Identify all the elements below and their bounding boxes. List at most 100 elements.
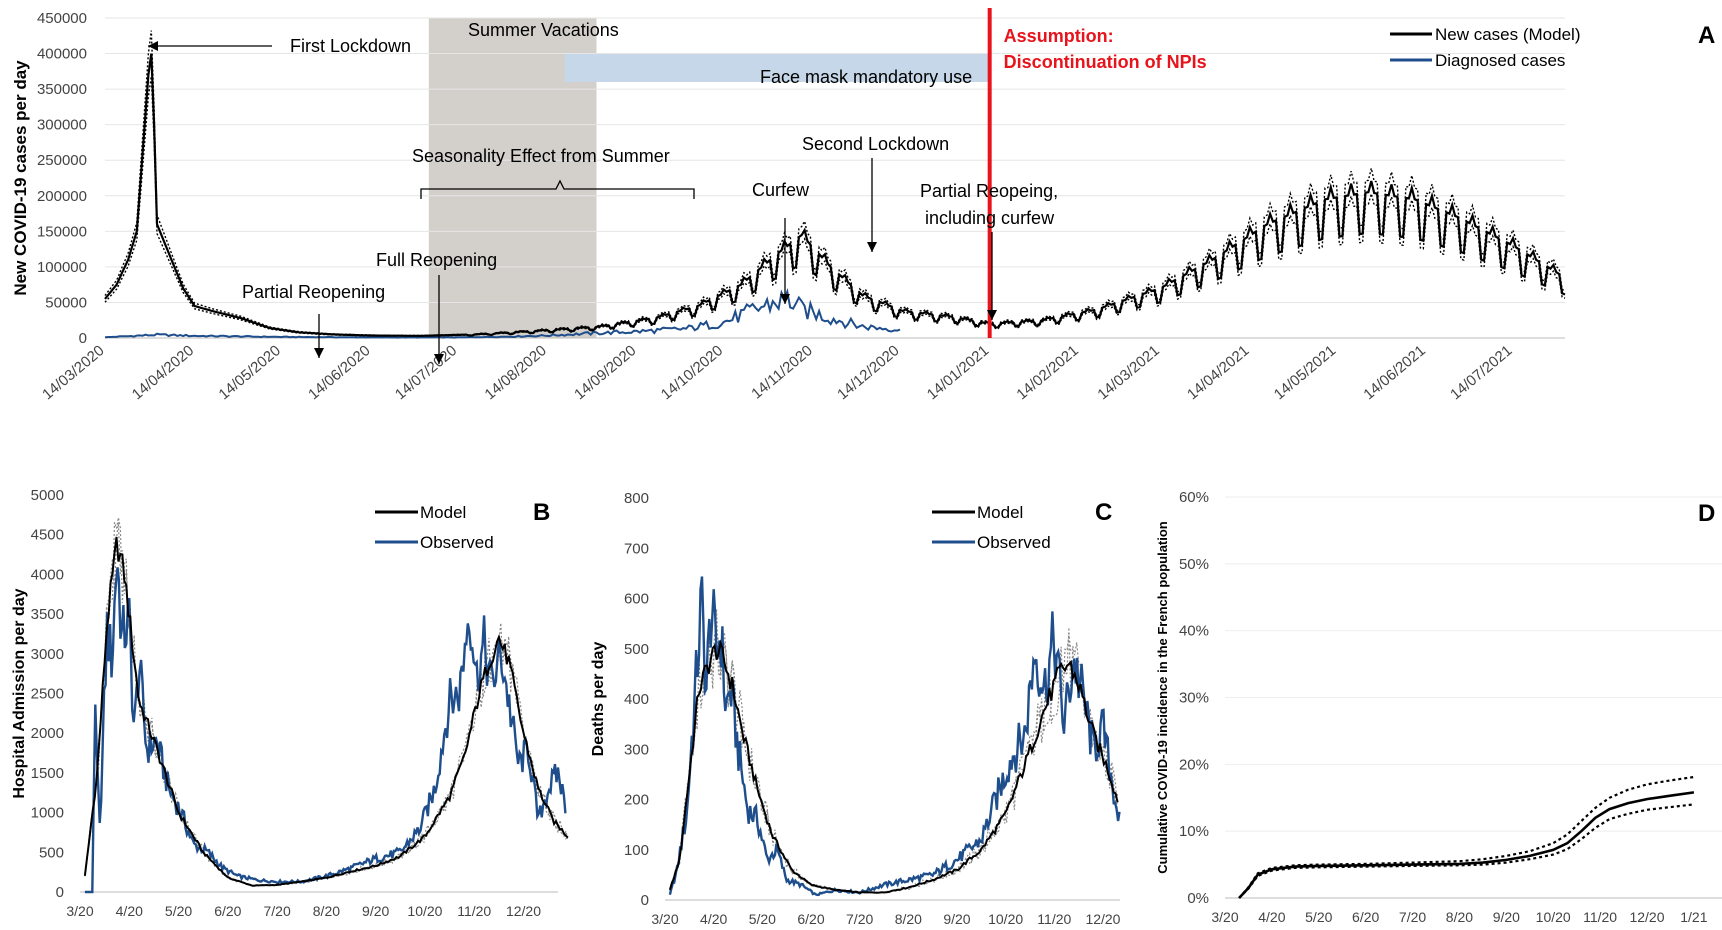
ylabel: Cumulative COVID-19 incidence in the Fre…	[1155, 521, 1170, 874]
xtick-label: 5/20	[1305, 909, 1332, 925]
ytick-label: 4500	[31, 527, 64, 544]
a-ytick-label: 0	[79, 330, 87, 347]
panel-b: 0 500 1000 1500 2000 2500 3000 3500 4000 4500 5000…	[11, 487, 569, 919]
a-xtick-label: 14/01/2021	[924, 342, 992, 403]
seasonality-brace	[420, 179, 695, 199]
a-xtick-label: 14/07/2021	[1447, 342, 1515, 403]
ytick-label: 4000	[31, 566, 64, 583]
ytick-label: 2500	[31, 686, 64, 703]
c-model-line	[668, 639, 1119, 894]
xtick-label: 3/20	[66, 903, 93, 919]
a-xtick-label: 14/05/2020	[215, 342, 283, 403]
xtick-label: 1/21	[1680, 909, 1707, 925]
ylabel: Hospital Admission per day	[11, 588, 28, 798]
ytick-label: 0%	[1187, 890, 1209, 907]
xtick-label: 11/20	[457, 903, 491, 919]
a-ytick-label: 450000	[37, 10, 87, 27]
xtick-label: 3/20	[1211, 909, 1238, 925]
ytick-label: 0	[641, 892, 649, 909]
c-legend-model-label: Model	[977, 503, 1023, 522]
face-mask-label: Face mask mandatory use	[760, 67, 972, 87]
xtick-label: 4/20	[1258, 909, 1285, 925]
ytick-label: 40%	[1179, 623, 1209, 640]
curfew-label: Curfew	[752, 180, 810, 200]
partial-reopening-arrow-head	[314, 348, 324, 358]
xtick-label: 6/20	[1352, 909, 1379, 925]
b-legend-observed-label: Observed	[420, 533, 494, 552]
second-lockdown-label: Second Lockdown	[802, 134, 949, 154]
xtick-label: 10/20	[1536, 909, 1571, 925]
ytick-label: 800	[624, 490, 649, 507]
xtick-label: 3/20	[651, 911, 678, 927]
partial-reopening-curfew-arrow-head	[987, 310, 997, 320]
a-xtick-label: 14/06/2021	[1360, 342, 1428, 403]
npi-label-line1: Assumption:	[1004, 26, 1114, 46]
a-ytick-label: 250000	[37, 152, 87, 169]
a-xtick-label: 14/03/2020	[39, 342, 107, 403]
xtick-label: 11/20	[1037, 911, 1071, 927]
ytick-label: 10%	[1179, 823, 1209, 840]
xtick-label: 9/20	[1493, 909, 1520, 925]
b-model-ci-lower	[84, 522, 569, 887]
a-ytick-label: 100000	[37, 259, 87, 276]
curfew-arrow-head	[780, 294, 790, 304]
xtick-label: 4/20	[116, 903, 143, 919]
c-observed-line	[668, 576, 1121, 897]
face-mask-band	[564, 53, 990, 82]
a-ytick-label: 300000	[37, 117, 87, 134]
xtick-label: 8/20	[895, 911, 922, 927]
a-xtick-label: 14/02/2021	[1013, 342, 1081, 403]
xtick-label: 12/20	[1629, 909, 1664, 925]
xtick-label: 7/20	[263, 903, 290, 919]
xtick-label: 5/20	[749, 911, 776, 927]
a-xtick-label: 14/12/2020	[834, 342, 902, 403]
seasonality-label: Seasonality Effect from Summer	[412, 146, 670, 166]
c-model-ci-lower	[669, 627, 1119, 895]
full-reopening-label: Full Reopening	[376, 250, 497, 270]
xtick-label: 12/20	[1085, 911, 1120, 927]
a-model-line	[104, 53, 1566, 338]
first-lockdown-label: First Lockdown	[290, 36, 411, 56]
xtick-label: 10/20	[407, 903, 442, 919]
ytick-label: 1500	[31, 765, 64, 782]
ytick-label: 0	[56, 884, 64, 901]
a-ylabel: New COVID-19 cases per day	[11, 60, 30, 296]
xtick-label: 6/20	[214, 903, 241, 919]
ytick-label: 50%	[1179, 556, 1209, 573]
ytick-label: 3000	[31, 646, 64, 663]
c-model-ci-upper	[669, 608, 1119, 895]
ytick-label: 3500	[31, 606, 64, 623]
xtick-label: 4/20	[700, 911, 727, 927]
b-model-ci-upper	[84, 517, 569, 887]
ytick-label: 700	[624, 540, 649, 557]
ytick-label: 100	[624, 842, 649, 859]
ylabel: Deaths per day	[590, 642, 607, 757]
b-legend-model-label: Model	[420, 503, 466, 522]
a-ytick-label: 200000	[37, 188, 87, 205]
ytick-label: 500	[39, 844, 64, 861]
panel-c-letter: C	[1095, 499, 1112, 526]
xtick-label: 7/20	[1399, 909, 1426, 925]
a-xtick-label: 14/10/2020	[658, 342, 726, 403]
xtick-label: 8/20	[1446, 909, 1473, 925]
panel-c: 0 100 200 300 400 500 600 700 800 3/20 4/20 5/20 6/2…	[590, 490, 1121, 927]
ytick-label: 500	[624, 641, 649, 658]
a-ytick-label: 150000	[37, 223, 87, 240]
xtick-label: 12/20	[506, 903, 541, 919]
d-model-line	[1238, 791, 1695, 899]
panel-b-letter: B	[533, 499, 550, 526]
a-xtick-label: 14/06/2020	[305, 342, 373, 403]
xtick-label: 6/20	[797, 911, 824, 927]
a-xtick-label: 14/03/2021	[1094, 342, 1162, 403]
xtick-label: 10/20	[988, 911, 1023, 927]
xtick-label: 5/20	[165, 903, 192, 919]
panel-d: 0% 10% 20% 30% 40% 50% 60% 3/20 4/20 5/20 6/20 7/20…	[1155, 489, 1722, 925]
full-reopening-arrow-head	[434, 354, 444, 364]
d-lower-line	[1238, 803, 1695, 899]
ytick-label: 2000	[31, 725, 64, 742]
partial-reopening-label: Partial Reopening	[242, 282, 385, 302]
a-xtick-label: 14/11/2020	[748, 342, 816, 403]
ytick-label: 400	[624, 691, 649, 708]
partial-reopening-curfew-label2: including curfew	[925, 208, 1055, 228]
